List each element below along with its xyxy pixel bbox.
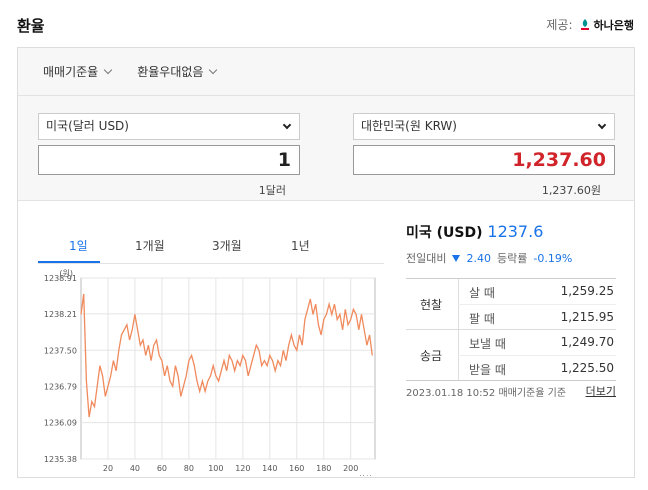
hana-bank-logo: 하나은행 [579,17,634,33]
discount-dropdown[interactable]: 환율우대없음 [137,63,218,80]
country-label: 미국 (USD) [406,225,483,241]
rate-summary: 미국 (USD) 1237.6 전일대비 2.40 등락률 -0.19% [406,222,616,266]
plot-area [80,277,376,460]
rate-chart: 1238.91 1238.21 1237.50 1236.79 1236.09 1235.… [44,269,376,476]
change-value: -0.19% [533,251,573,265]
chevron-down-icon [103,65,113,74]
to-currency-select[interactable]: 대한민국(원 KRW) [353,113,615,140]
from-amount-caption: 1달러 [258,184,286,197]
y-tick-label: 1238.91 [44,274,77,283]
options-bar: 매매기준율 환율우대없음 [18,48,634,96]
x-tick-label: 80 [184,464,194,473]
table-row: 살 때 1,259.25 [406,279,616,304]
to-amount-caption: 1,237.60원 [541,184,601,197]
row-value: 1,249.70 [560,335,614,349]
x-tick-label: 140 [262,464,277,473]
provider-label: 제공: [546,18,573,32]
from-amount-input[interactable]: 1 [38,145,300,175]
row-value: 1,215.95 [560,310,614,324]
row-label: 받을 때 [469,363,506,377]
period-tabs: 1일 1개월 3개월 1년 [38,228,384,264]
footer: 2023.01.18 10:52 매매기준율 기준 더보기 [406,384,616,399]
from-currency-label: 미국(달러 USD) [46,119,129,133]
change-label: 등락률 [496,252,528,265]
row-label: 살 때 [469,286,495,300]
x-axis-label: (회차) [355,475,376,476]
tab-1-day[interactable]: 1일 [69,239,88,253]
converter-panel: 미국(달러 USD) 1 1달러 대한민국(원 KRW) 1,237.60 1,… [18,96,634,201]
to-amount-input[interactable]: 1,237.60 [353,145,615,175]
row-value: 1,259.25 [560,284,614,298]
discount-label: 환율우대없음 [137,65,204,79]
y-axis-label: (원) [59,269,73,278]
x-tick-label: 120 [235,464,250,473]
x-tick-label: 100 [208,464,223,473]
tab-1-year[interactable]: 1년 [291,239,310,253]
x-tick-label: 20 [103,464,113,473]
hana-logo-icon [580,18,589,30]
table-row: 팔 때 1,215.95 [458,304,616,329]
chevron-down-icon [209,65,218,74]
rate-type-dropdown[interactable]: 매매기준율 [43,63,113,80]
y-tick-label: 1238.21 [44,310,77,319]
timestamp: 2023.01.18 10:52 [406,388,496,399]
x-tick-label: 60 [157,464,167,473]
caret-down-icon [282,120,292,130]
remit-header: 송금 [419,349,443,363]
y-tick-label: 1237.50 [44,346,77,355]
tab-1-month[interactable]: 1개월 [135,239,165,253]
diff-label: 전일대비 [406,252,447,265]
row-value: 1,225.50 [560,361,614,375]
page-title: 환율 [17,17,45,35]
table-row: 보낼 때 1,249.70 [406,330,616,355]
more-link[interactable]: 더보기 [585,385,616,398]
rate-table: 현찰 살 때 1,259.25 팔 때 1,215.95 송금 보낼 때 1,2… [406,278,616,381]
caret-down-icon [597,120,607,130]
from-currency-select[interactable]: 미국(달러 USD) [38,113,300,140]
rate-type-label: 매매기준율 [43,65,99,79]
x-tick-label: 180 [316,464,331,473]
active-tab-indicator [38,261,100,263]
exchange-widget: 매매기준율 환율우대없음 미국(달러 USD) 1 1달러 대한민국(원 KRW… [17,47,635,478]
diff-value: 2.40 [466,251,491,265]
current-rate: 1237.6 [487,222,544,241]
x-tick-label: 160 [289,464,304,473]
cash-header: 현찰 [419,298,443,312]
y-tick-label: 1235.38 [44,455,77,464]
basis-label: 매매기준율 기준 [498,388,567,399]
row-label: 보낼 때 [469,337,506,351]
row-label: 팔 때 [469,312,495,326]
y-tick-label: 1236.09 [44,419,77,428]
to-currency-label: 대한민국(원 KRW) [361,119,457,133]
rate-line [80,293,373,418]
provider-name: 하나은행 [593,18,634,32]
x-tick-label: 200 [343,464,358,473]
x-tick-label: 40 [130,464,140,473]
table-row: 받을 때 1,225.50 [458,355,616,380]
y-tick-label: 1236.79 [44,383,77,392]
provider: 제공: 하나은행 [546,16,634,33]
down-triangle-icon [452,254,461,262]
tab-3-months[interactable]: 3개월 [212,239,242,253]
